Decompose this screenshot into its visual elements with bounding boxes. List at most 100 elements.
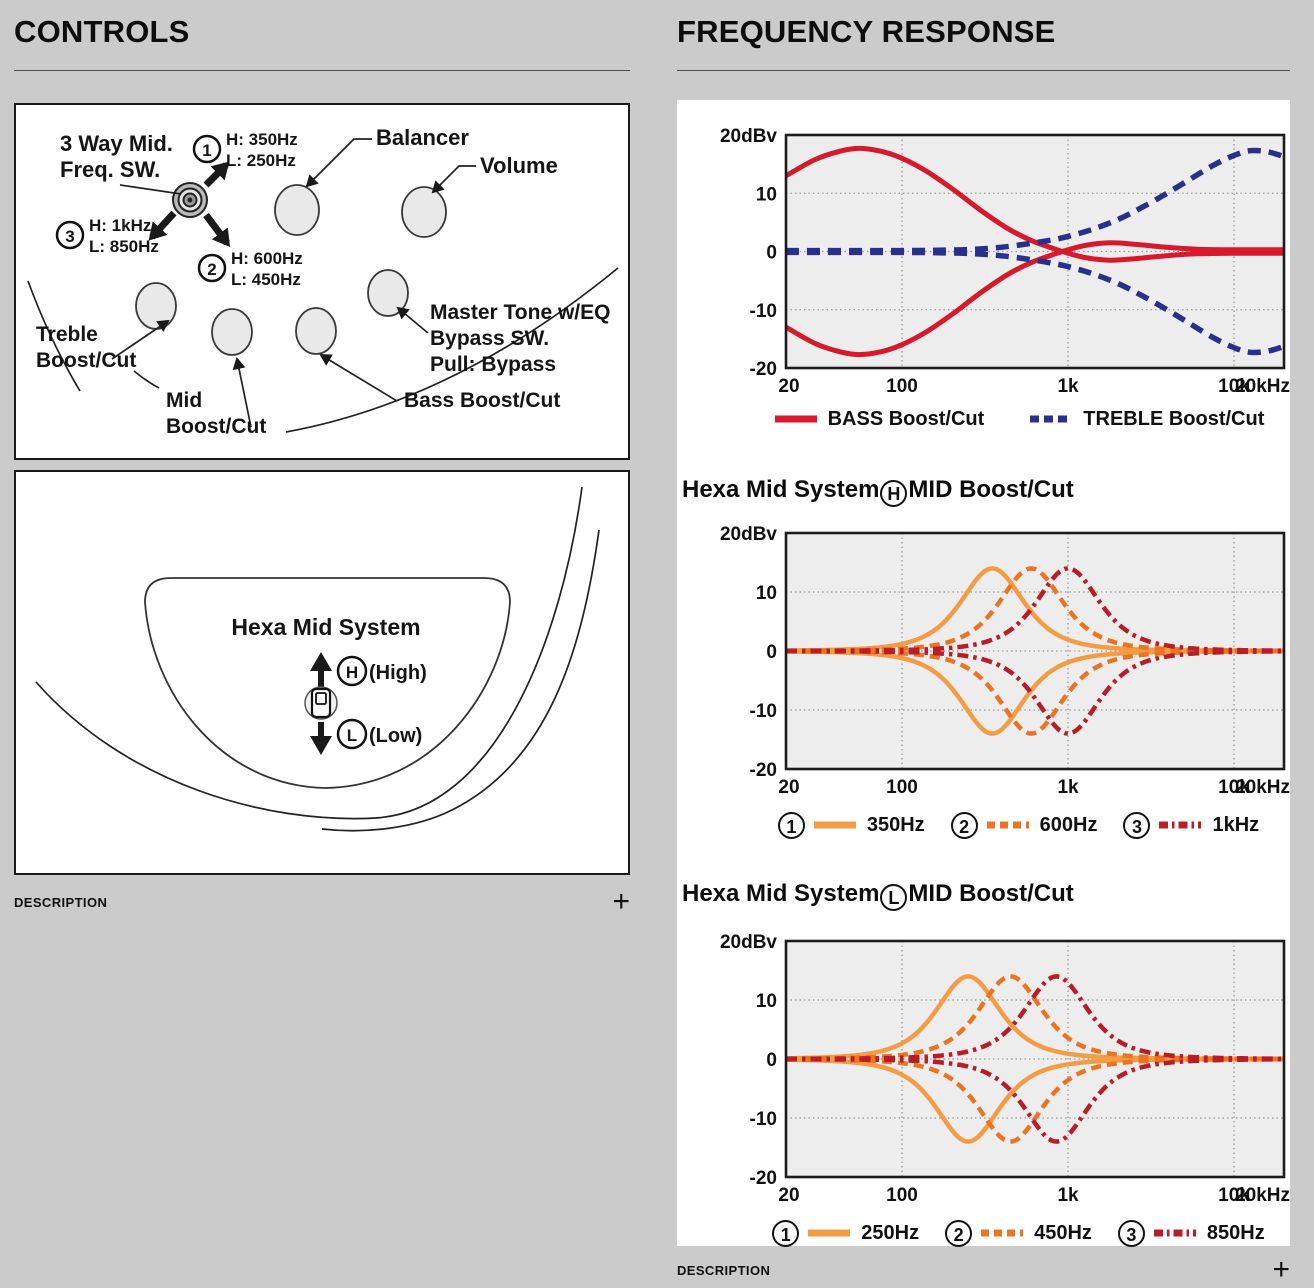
x-tick-20kHz: 20kHz	[1235, 777, 1290, 798]
controls-diagram: 1 H: 350Hz L: 250Hz 3 H: 1kHz L: 850Hz 2…	[27, 125, 619, 438]
left-description-label: DESCRIPTION	[14, 894, 108, 910]
x-tick-20kHz: 20kHz	[1235, 376, 1290, 397]
freq-option-2: 2 H: 600Hz L: 450Hz	[197, 249, 303, 289]
x-tick-100: 100	[886, 376, 918, 397]
legend-label: 850Hz	[1206, 1221, 1265, 1244]
y-tick-20: 20dBv	[720, 126, 777, 147]
legend-item-450hz: 2 450Hz	[945, 1219, 1092, 1247]
legend-swatch	[808, 1229, 851, 1237]
y-tick-0: 0	[766, 243, 777, 264]
x-tick-20kHz: 20kHz	[1235, 1185, 1290, 1206]
x-tick-10k: 10k	[1218, 376, 1250, 397]
hexa-mid-diagram: Hexa Mid System H (High) L (Low)	[35, 486, 600, 832]
hexa-mid-switch[interactable]	[304, 686, 338, 720]
treble-label-line2: Boost/Cut	[36, 349, 136, 372]
svg-text:2: 2	[207, 260, 216, 279]
treble-pointer	[111, 319, 170, 360]
circled-l: L	[880, 884, 908, 911]
threeway-label-line1: 3 Way Mid.	[60, 131, 173, 156]
hexa-mid-high-chart: 20dBv 10 0 -10 -20 20 100 1k 10k 20kHz	[677, 515, 1290, 801]
legend-badge-3: 3	[1123, 811, 1151, 839]
frequency-response-title: FREQUENCY RESPONSE	[677, 14, 1056, 49]
y-tick--20: -20	[750, 1168, 777, 1189]
legend-badge-1: 1	[772, 1219, 800, 1247]
x-tick-1k: 1k	[1057, 1185, 1079, 1206]
high-letter: H	[346, 663, 358, 682]
master-label-line2: Bypass SW.	[430, 327, 549, 350]
curve-250hz-cut	[786, 1056, 1284, 1144]
bass-knob[interactable]	[295, 307, 337, 355]
treble-knob[interactable]	[135, 282, 177, 330]
svg-text:L: 450Hz: L: 450Hz	[231, 270, 301, 289]
y-tick-20: 20dBv	[720, 932, 777, 953]
y-tick-0: 0	[766, 642, 777, 663]
balancer-knob[interactable]	[274, 184, 320, 236]
pointer-line	[119, 184, 182, 195]
legend-label: BASS Boost/Cut	[827, 407, 985, 430]
balancer-label: Balancer	[376, 125, 469, 150]
bass-label: Bass Boost/Cut	[404, 389, 560, 412]
title-suffix: MID Boost/Cut	[908, 476, 1074, 503]
volume-knob[interactable]	[401, 186, 447, 238]
body-edge-line	[133, 370, 160, 389]
mid-label-line2: Boost/Cut	[166, 415, 266, 438]
svg-text:H: 1kHz: H: 1kHz	[89, 216, 151, 235]
arrow-to-option-2	[203, 212, 230, 247]
plot-frame	[784, 939, 1286, 1179]
curve-treble-boost-cut-boost	[785, 147, 1285, 254]
svg-text:H: 350Hz: H: 350Hz	[226, 130, 298, 149]
master-pointer	[396, 306, 429, 334]
controls-diagram-box: 1 H: 350Hz L: 250Hz 3 H: 1kHz L: 850Hz 2…	[14, 103, 630, 460]
legend-label: TREBLE Boost/Cut	[1083, 407, 1265, 430]
hexa-mid-high-title: Hexa Mid System H MID Boost/Cut	[682, 476, 1074, 507]
y-tick-20: 20dBv	[720, 524, 777, 545]
legend-item-bass-boost-cut: BASS Boost/Cut	[773, 407, 985, 431]
x-tick-20: 20	[778, 1185, 799, 1206]
hexa-mid-title: Hexa Mid System	[231, 614, 420, 640]
legend-item-350hz: 1 350Hz	[777, 811, 925, 839]
bass-treble-chart: 20dBv 10 0 -10 -20 20 100 1k 10k 20kHz	[677, 118, 1290, 400]
left-description-row[interactable]: DESCRIPTION +	[14, 884, 630, 920]
x-tick-20: 20	[778, 376, 799, 397]
mid-label-line1: Mid	[166, 389, 202, 412]
curve-bass-boost-cut-boost	[784, 145, 1284, 263]
y-tick--10: -10	[750, 301, 777, 322]
mid-freq-rotary-switch[interactable]	[172, 182, 208, 218]
legend-swatch	[774, 415, 817, 423]
right-divider	[677, 70, 1290, 71]
svg-text:L: 250Hz: L: 250Hz	[226, 151, 296, 170]
circled-h: H	[880, 480, 908, 507]
hexa-mid-low-chart: 20dBv 10 0 -10 -20 20 100 1k 10k 20kHz	[677, 922, 1290, 1209]
x-tick-1k: 1k	[1057, 376, 1079, 397]
legend-label: 1kHz	[1212, 813, 1260, 836]
plot-frame	[784, 531, 1286, 771]
legend-item-250hz: 1 250Hz	[772, 1219, 919, 1247]
control-plate	[144, 577, 511, 789]
master-tone-knob[interactable]	[367, 269, 409, 317]
y-tick--10: -10	[750, 701, 777, 722]
legend-item-1khz: 3 1kHz	[1123, 811, 1260, 839]
high-label: (High)	[369, 662, 427, 684]
right-description-row[interactable]: DESCRIPTION +	[677, 1252, 1290, 1288]
volume-label: Volume	[480, 153, 558, 178]
legend-swatch	[1159, 821, 1202, 829]
right-expand-button[interactable]: +	[1272, 1253, 1290, 1286]
x-tick-20: 20	[778, 777, 799, 798]
legend-swatch	[813, 821, 856, 829]
hexa-mid-low-title: Hexa Mid System L MID Boost/Cut	[682, 880, 1074, 911]
legend-badge-1: 1	[777, 811, 805, 839]
bass-pointer	[319, 353, 398, 402]
svg-text:3: 3	[65, 227, 74, 246]
mid-pointer	[232, 357, 252, 428]
legend-badge-2: 2	[945, 1219, 973, 1247]
mid-knob[interactable]	[211, 308, 253, 356]
title-suffix: MID Boost/Cut	[908, 880, 1074, 907]
volume-pointer	[431, 165, 476, 194]
curve-850hz-cut	[786, 1056, 1284, 1144]
x-tick-100: 100	[886, 777, 918, 798]
y-tick--20: -20	[750, 359, 777, 380]
svg-text:H: 600Hz: H: 600Hz	[231, 249, 303, 268]
left-divider	[14, 70, 630, 71]
left-expand-button[interactable]: +	[612, 885, 630, 918]
